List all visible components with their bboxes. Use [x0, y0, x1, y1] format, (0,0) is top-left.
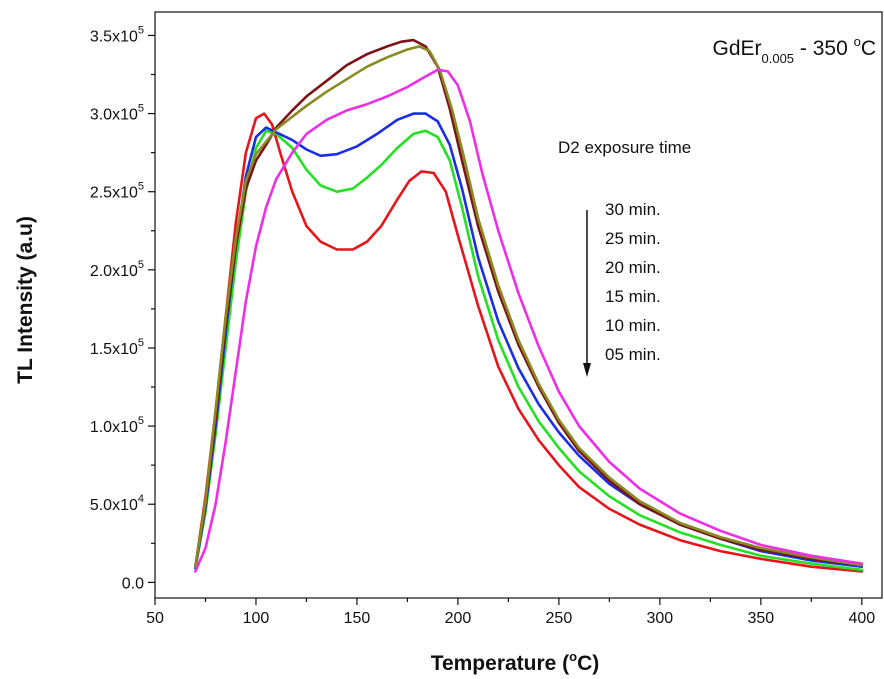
- y-tick-label: 1.5x105: [90, 337, 144, 358]
- series-line-5: [194, 68, 864, 573]
- annotation-list: 30 min. 25 min. 20 min. 15 min. 10 min. 05 mi…: [605, 200, 661, 364]
- annotation-title: D2 exposure time: [558, 138, 691, 157]
- series-line-2: [194, 112, 864, 570]
- y-tick-label: 1.0x105: [90, 415, 144, 436]
- y-axis-title: TL Intensity (a.u): [14, 216, 37, 384]
- series-layer: [194, 38, 864, 573]
- x-tick-label: 400: [848, 610, 875, 627]
- x-axis: 50 100 150 200 250 300 350 400: [146, 598, 875, 627]
- x-tick-label: 50: [146, 610, 164, 627]
- y-tick-label: 3.0x105: [90, 103, 144, 124]
- y-tick-label: 2.0x105: [90, 259, 144, 280]
- x-tick-label: 250: [546, 610, 573, 627]
- plot-frame: [154, 11, 883, 599]
- y-tick-label: 3.5x105: [90, 24, 144, 45]
- x-tick-label: 100: [243, 610, 270, 627]
- annotation-item: 15 min.: [605, 287, 661, 306]
- x-tick-label: 200: [445, 610, 472, 627]
- x-tick-label: 150: [344, 610, 371, 627]
- y-axis: 0.0 5.0x104 1.0x105 1.5x105 2.0x105 2.5x105 3.…: [90, 24, 155, 592]
- series-line-0: [194, 112, 864, 573]
- chart-title: GdEr0.005 - 350 oC: [712, 34, 876, 66]
- annotation-item: 05 min.: [605, 345, 661, 364]
- annotation-item: 20 min.: [605, 258, 661, 277]
- annotation-item: 30 min.: [605, 200, 661, 219]
- series-line-4: [194, 45, 864, 569]
- annotation-item: 10 min.: [605, 316, 661, 335]
- y-tick-label: 5.0x104: [90, 493, 144, 514]
- x-tick-label: 300: [647, 610, 674, 627]
- annotation-item: 25 min.: [605, 229, 661, 248]
- y-tick-label: 2.5x105: [90, 181, 144, 202]
- x-tick-label: 350: [747, 610, 774, 627]
- y-tick-label: 0.0: [122, 575, 144, 592]
- exposure-arrow-head: [583, 363, 591, 377]
- series-line-3: [194, 38, 864, 569]
- x-axis-title: Temperature (oC): [431, 649, 600, 675]
